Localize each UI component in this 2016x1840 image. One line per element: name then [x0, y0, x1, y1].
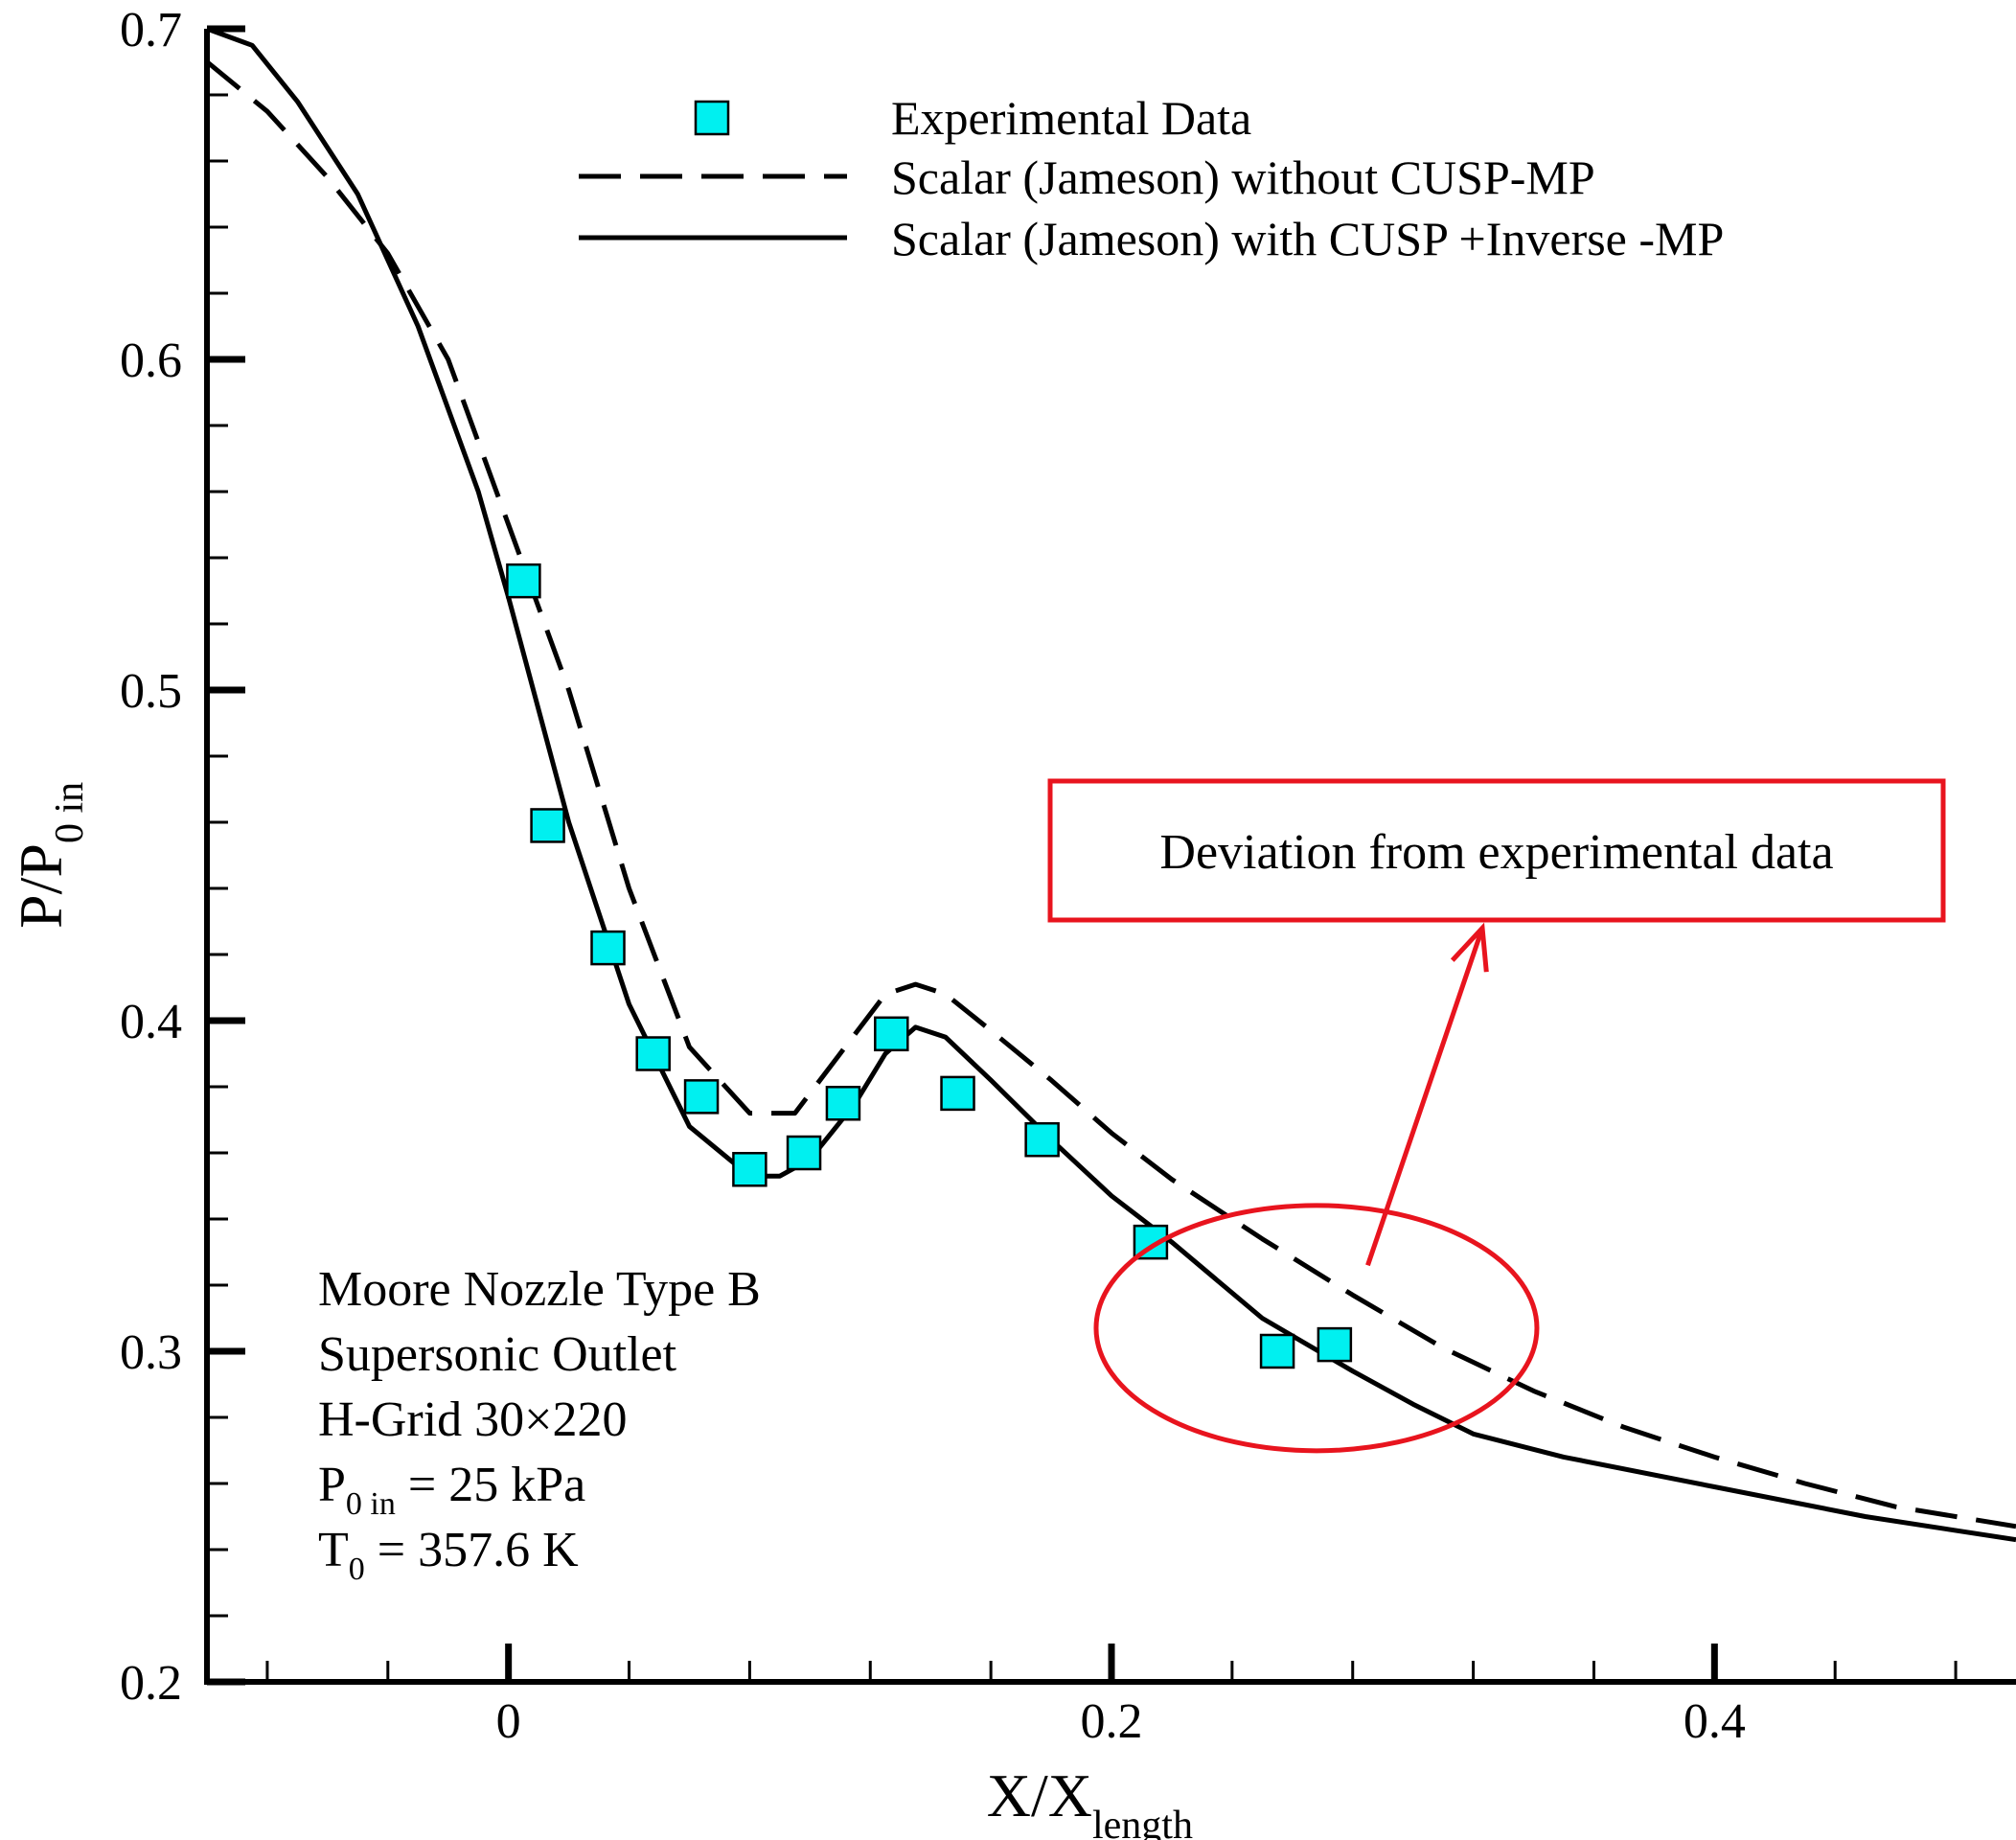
case-info-block: Moore Nozzle Type B Supersonic Outlet H-Gr…: [318, 1262, 761, 1587]
experimental-data-point: [530, 808, 565, 843]
series-line-with-cusp: [206, 26, 2016, 1543]
annotation-box-text: Deviation from experimental data: [1159, 825, 1833, 880]
legend-marker-experimental: [694, 100, 730, 136]
deviation-annotation: Deviation from experimental data: [1047, 778, 1946, 1454]
series-line-without-cusp: [205, 59, 2016, 1530]
case-info-line: Supersonic Outlet: [318, 1327, 677, 1382]
annotation-arrow-shaft: [1365, 927, 1485, 1267]
legend-label-dashed: Scalar (Jameson) without CUSP-MP: [891, 150, 1595, 204]
experimental-markers: [506, 563, 1353, 1369]
experimental-data-point: [940, 1075, 975, 1112]
experimental-data-point: [1259, 1333, 1295, 1369]
experimental-data-point: [683, 1079, 720, 1115]
x-axis-title-subscript: length: [1092, 1804, 1193, 1840]
annotation-box: [1047, 778, 1946, 923]
series-lines: [205, 26, 2016, 1543]
y-tick-label: 0.5: [120, 664, 182, 719]
legend: Experimental Data Scalar (Jameson) witho…: [579, 91, 1724, 265]
y-tick-label: 0.3: [120, 1325, 182, 1380]
experimental-data-point: [786, 1135, 822, 1171]
experimental-data-point: [506, 563, 541, 599]
experimental-data-point: [635, 1036, 671, 1071]
experimental-data-point: [590, 930, 626, 966]
y-axis-title: P/P 0 in: [7, 782, 92, 929]
legend-label-experimental: Experimental Data: [891, 91, 1251, 145]
experimental-data-point: [1317, 1326, 1353, 1363]
case-info-line: Moore Nozzle Type B: [318, 1262, 761, 1317]
y-tick-label: 0.4: [120, 995, 182, 1049]
x-axis-title: X/X: [987, 1761, 1092, 1829]
annotation-arrow-head: [1450, 922, 1489, 973]
experimental-data-point: [825, 1086, 861, 1121]
tick-labels: 0 0.2 0.4 0.2 0.3 0.4 0.5 0.6 0.7: [120, 3, 1746, 1749]
svg-text:P/P: P/P: [7, 843, 75, 929]
deviation-highlight-ellipse: [1093, 1203, 1540, 1454]
experimental-data-point: [732, 1152, 767, 1187]
y-tick-label: 0.6: [120, 334, 182, 388]
y-tick-label: 0.2: [120, 1656, 182, 1711]
case-info-line: H-Grid 30×220: [318, 1392, 628, 1447]
experimental-data-point: [874, 1016, 909, 1052]
experimental-data-point: [1024, 1121, 1060, 1158]
x-tick-label: 0.4: [1684, 1694, 1746, 1749]
y-tick-label: 0.7: [120, 3, 182, 58]
svg-text:0 in: 0 in: [48, 782, 92, 843]
x-tick-label: 0.2: [1081, 1694, 1143, 1749]
case-info-line: P0 in = 25 kPa: [318, 1458, 585, 1522]
x-tick-label: 0: [496, 1694, 521, 1749]
legend-label-solid: Scalar (Jameson) with CUSP +Inverse -MP: [891, 212, 1724, 265]
case-info-line: T0 = 357.6 K: [318, 1523, 579, 1587]
